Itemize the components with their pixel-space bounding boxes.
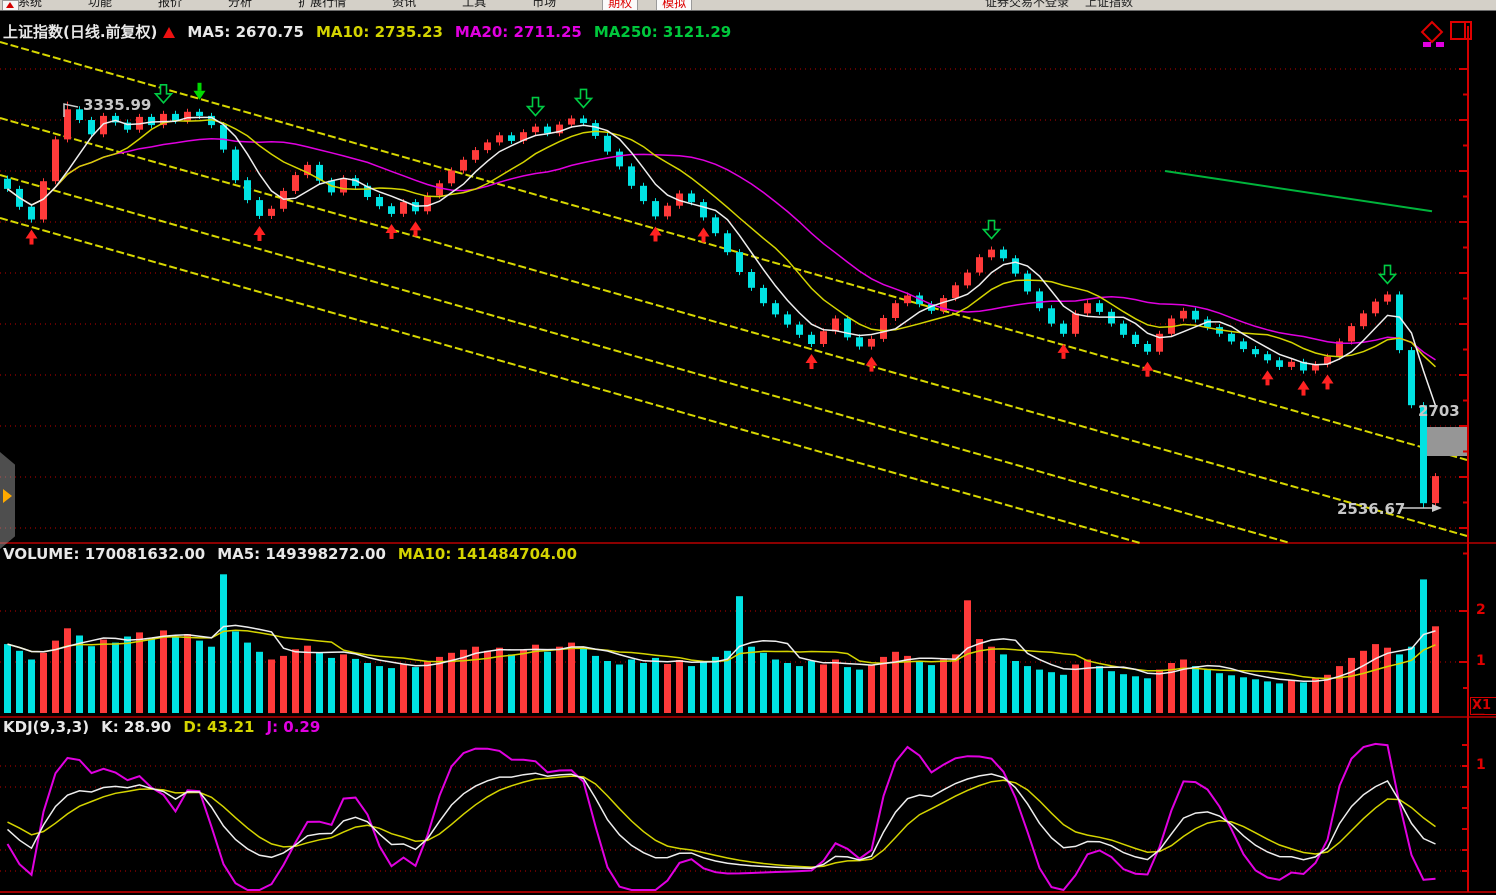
kdj-label-3: D: 43.21 bbox=[183, 718, 255, 736]
price-tag-box[interactable] bbox=[1420, 427, 1467, 456]
buy-signal-arrow bbox=[1261, 370, 1274, 380]
volume-multiplier-badge: X1万 bbox=[1470, 697, 1496, 715]
hollow-down-arrow bbox=[981, 219, 1002, 240]
menu-item-7[interactable]: 工具 bbox=[462, 0, 487, 9]
sell-signal-arrow bbox=[193, 90, 206, 100]
buy-signal-arrow bbox=[1057, 343, 1070, 353]
buy-signal-arrow bbox=[1141, 361, 1154, 371]
trend-channel-line-1 bbox=[0, 41, 1468, 461]
buy-signal-arrow bbox=[253, 225, 266, 235]
hollow-down-arrow bbox=[153, 84, 174, 105]
kdj-axis-label: 1 bbox=[1476, 757, 1486, 773]
buy-signal-arrow bbox=[649, 226, 662, 236]
volume-label-3: MA10: 141484704.00 bbox=[397, 545, 578, 563]
volume-label-2: MA5: 149398272.00 bbox=[217, 545, 386, 563]
buy-signal-arrow bbox=[409, 221, 422, 231]
kdj-k-line bbox=[6, 772, 1436, 869]
kdj-label-2: K: 28.90 bbox=[101, 718, 172, 736]
volume-label-1: VOLUME: 170081632.00 bbox=[3, 545, 206, 563]
window-panes-icon[interactable] bbox=[1450, 21, 1472, 40]
kdj-label-4: J: 0.29 bbox=[266, 718, 321, 736]
trade-login-status[interactable]: 证券交易不登录 bbox=[985, 0, 1070, 9]
marker-dot-icon bbox=[1423, 42, 1431, 47]
menu-items: 系统 功能 报价 分析 扩展行情 资讯 工具 市场 期权 模拟 bbox=[18, 0, 693, 10]
kdj-j-line bbox=[6, 742, 1436, 892]
menu-item-8[interactable]: 市场 bbox=[532, 0, 557, 9]
ma-label-2: MA10: 2735.23 bbox=[315, 23, 443, 41]
ma-label-4: MA250: 3121.29 bbox=[593, 23, 732, 41]
app-logo-icon[interactable] bbox=[2, 0, 19, 10]
current-index-name[interactable]: 上证指数 bbox=[1085, 0, 1134, 9]
marker-dot-icon bbox=[1436, 42, 1444, 47]
ma250-line bbox=[1164, 170, 1433, 213]
buy-signal-arrow bbox=[25, 229, 38, 239]
low-price-label: 2536.67 bbox=[1337, 500, 1406, 518]
kdj-d-line bbox=[7, 775, 1436, 868]
volume-axis-label-2: 2 bbox=[1476, 602, 1486, 618]
ma5-line bbox=[7, 116, 1437, 407]
hollow-down-arrow bbox=[1377, 264, 1398, 285]
menu-item-6[interactable]: 资讯 bbox=[392, 0, 417, 9]
buy-signal-arrow bbox=[697, 227, 710, 237]
kdj-panel-header: KDJ(9,3,3) K: 28.90 D: 43.21 J: 0.29 bbox=[3, 718, 332, 736]
kdj-label-1: KDJ(9,3,3) bbox=[3, 718, 90, 736]
last-price-tag: 2703 bbox=[1418, 402, 1460, 420]
menu-item-5[interactable]: 扩展行情 bbox=[298, 0, 347, 9]
buy-signal-arrow bbox=[805, 354, 818, 364]
volume-axis-label-1: 1 bbox=[1476, 653, 1486, 669]
hollow-down-arrow bbox=[573, 88, 594, 109]
volume-panel-header: VOLUME: 170081632.00 MA5: 149398272.00 MA1… bbox=[3, 545, 589, 563]
volume-ma5-line bbox=[7, 624, 1436, 683]
trend-channel-line-4 bbox=[0, 217, 1141, 544]
buy-signal-arrow bbox=[1297, 380, 1310, 390]
ma10-line bbox=[7, 118, 1437, 368]
ma-label-1: MA5: 2670.75 bbox=[187, 23, 304, 41]
trend-channel-line-2 bbox=[0, 117, 1468, 537]
high-price-label: 3335.99 bbox=[83, 96, 152, 114]
menu-item-4[interactable]: 分析 bbox=[228, 0, 253, 9]
ma20-line bbox=[7, 137, 1436, 361]
ma-values: MA5: 2670.75 MA10: 2735.23 MA20: 2711.25 MA… bbox=[187, 23, 743, 41]
chart-title: 上证指数(日线.前复权) bbox=[3, 23, 158, 41]
buy-signal-arrow bbox=[1321, 374, 1334, 384]
buy-signal-arrow bbox=[385, 223, 398, 233]
sidebar-expand-handle[interactable] bbox=[0, 452, 15, 549]
menu-item-1[interactable]: 系统 bbox=[18, 0, 43, 9]
menu-item-3[interactable]: 报价 bbox=[158, 0, 183, 9]
ma-label-3: MA20: 2711.25 bbox=[454, 23, 582, 41]
trend-channel-line-3 bbox=[0, 174, 1291, 544]
menu-hot-item-1[interactable]: 期权 bbox=[602, 0, 639, 10]
up-arrow-icon bbox=[163, 27, 176, 38]
menu-item-2[interactable]: 功能 bbox=[88, 0, 113, 9]
high-tick-mark bbox=[63, 103, 79, 117]
menu-status: 证券交易不登录 上证指数 bbox=[985, 0, 1133, 9]
hollow-down-arrow bbox=[525, 96, 546, 117]
expand-triangle-icon bbox=[3, 489, 12, 503]
menu-bar: 系统 功能 报价 分析 扩展行情 资讯 工具 市场 期权 模拟 证券交易不登录 上证指数 bbox=[0, 0, 1496, 11]
menu-hot-item-2[interactable]: 模拟 bbox=[656, 0, 693, 10]
main-chart-header: 上证指数(日线.前复权) MA5: 2670.75 MA10: 2735.23 MA2… bbox=[3, 21, 755, 42]
buy-signal-arrow bbox=[865, 356, 878, 366]
